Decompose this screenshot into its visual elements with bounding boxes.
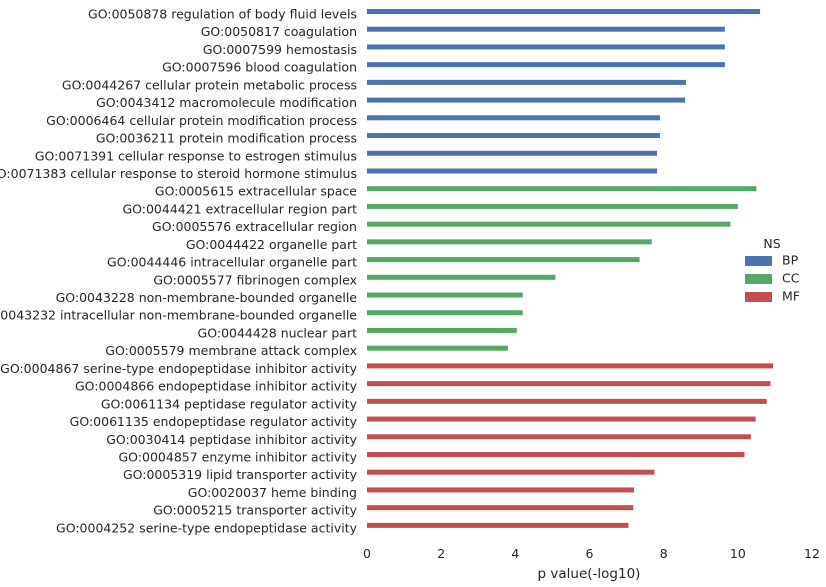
legend-label-bp: BP <box>782 253 799 268</box>
bar-mf <box>367 398 767 404</box>
category-label: GO:0071383 cellular response to steroid … <box>0 166 357 181</box>
bar-mf <box>367 469 655 475</box>
category-label: GO:0005576 extracellular region <box>152 219 357 234</box>
category-label: GO:0020037 heme binding <box>188 485 357 500</box>
category-label: GO:0007596 blood coagulation <box>162 60 357 75</box>
category-label: GO:0005577 fibrinogen complex <box>153 272 357 287</box>
bar-cc <box>367 310 523 316</box>
category-label: GO:0006464 cellular protein modification… <box>46 113 357 128</box>
bar-cc <box>367 257 640 263</box>
bar-mf <box>367 452 745 457</box>
legend-label-mf: MF <box>782 289 800 304</box>
category-label: GO:0044422 organelle part <box>186 237 357 252</box>
category-label: GO:0005579 membrane attack complex <box>105 343 357 358</box>
category-label: GO:0030414 peptidase inhibitor activity <box>106 432 357 447</box>
bar-bp <box>367 44 725 50</box>
bar-mf <box>367 505 634 511</box>
category-label: GO:0071391 cellular response to estrogen… <box>35 148 357 163</box>
bar-bp <box>367 62 725 68</box>
category-label: GO:0044421 extracellular region part <box>122 201 357 216</box>
category-label: GO:0061135 endopeptidase regulator activ… <box>70 414 358 429</box>
x-tick-label: 0 <box>363 546 371 561</box>
x-tick-label: 6 <box>586 546 594 561</box>
bar-bp <box>367 133 660 139</box>
bar-mf <box>367 363 774 369</box>
bar-mf <box>367 487 634 493</box>
category-label: GO:0004867 serine-type endopeptidase inh… <box>0 361 357 376</box>
bar-bp <box>367 168 657 174</box>
bar-bp <box>367 9 761 14</box>
bar-cc <box>367 274 556 280</box>
bar-mf <box>367 416 756 422</box>
x-tick-label: 4 <box>511 546 519 561</box>
legend-title: NS <box>763 236 780 251</box>
category-label: GO:0005615 extracellular space <box>155 184 357 199</box>
bar-cc <box>367 186 757 192</box>
category-label: GO:0043228 non-membrane-bounded organell… <box>56 290 358 305</box>
category-label: GO:0004866 endopeptidase inhibitor activ… <box>75 379 358 394</box>
category-label: GO:0050817 coagulation <box>201 24 357 39</box>
x-tick-label: 12 <box>804 546 820 561</box>
category-label: GO:0007599 hemostasis <box>203 42 357 57</box>
bar-cc <box>367 203 738 209</box>
bar-mf <box>367 522 629 528</box>
bar-bp <box>367 97 686 103</box>
category-label: GO:0005319 lipid transporter activity <box>123 467 358 482</box>
x-tick-label: 10 <box>730 546 746 561</box>
x-tick-label: 8 <box>660 546 668 561</box>
x-axis-title: p value(-log10) <box>538 566 641 582</box>
category-label: GO:0044267 cellular protein metabolic pr… <box>62 77 357 92</box>
category-label: GO:0043232 intracellular non-membrane-bo… <box>0 308 357 323</box>
category-label: GO:0004252 serine-type endopeptidase act… <box>56 520 358 535</box>
bar-bp <box>367 79 686 85</box>
category-label: GO:0044446 intracellular organelle part <box>107 255 357 270</box>
category-label: GO:0043412 macromolecule modification <box>96 95 357 110</box>
legend-swatch-bp <box>745 256 772 266</box>
x-tick-label: 2 <box>437 546 445 561</box>
category-label: GO:0061134 peptidase regulator activity <box>101 396 358 411</box>
bar-bp <box>367 150 657 156</box>
legend-swatch-cc <box>745 274 772 284</box>
category-label: GO:0005215 transporter activity <box>153 503 357 518</box>
x-axis: 0 2 4 6 8 10 12 <box>363 546 820 561</box>
bar-mf <box>367 381 771 387</box>
bar-cc <box>367 327 517 333</box>
legend-swatch-mf <box>745 292 772 302</box>
category-labels: GO:0050878 regulation of body fluid leve… <box>0 7 358 536</box>
bar-bp <box>367 26 725 32</box>
legend: NS BP CC MF <box>745 236 800 304</box>
category-label: GO:0050878 regulation of body fluid leve… <box>88 7 357 22</box>
bar-cc <box>367 292 523 298</box>
category-label: GO:0036211 protein modification process <box>96 131 357 146</box>
legend-label-cc: CC <box>782 271 800 286</box>
bar-cc <box>367 239 652 245</box>
bar-mf <box>367 434 751 440</box>
bar-bp <box>367 115 660 121</box>
category-label: GO:0044428 nuclear part <box>198 325 358 340</box>
bars-layer <box>367 9 774 528</box>
category-label: GO:0004857 enzyme inhibitor activity <box>118 450 357 465</box>
bar-cc <box>367 345 508 351</box>
bar-cc <box>367 221 731 227</box>
